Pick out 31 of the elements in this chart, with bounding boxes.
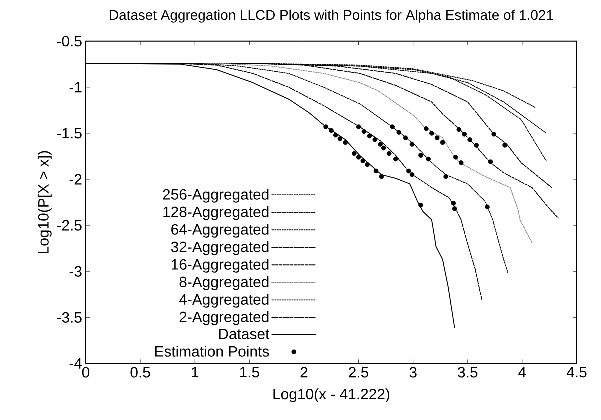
y-tick-label: -0.5 bbox=[57, 36, 82, 47]
x-tick-label: 2.5 bbox=[349, 367, 369, 378]
legend-label: 8-Aggregated bbox=[180, 276, 269, 290]
legend-label: 16-Aggregated bbox=[172, 258, 269, 273]
y-tick-label: -1 bbox=[70, 82, 82, 93]
y-tick-label: -3 bbox=[70, 266, 82, 277]
legend-label: 2-Aggregated bbox=[180, 311, 269, 326]
y-tick-label: -4 bbox=[70, 358, 82, 369]
legend-label: 32-Aggregated bbox=[171, 241, 269, 256]
legend-label: 4-Aggregated bbox=[179, 294, 269, 308]
y-tick-label: -2 bbox=[70, 174, 82, 185]
x-tick-label: 4.5 bbox=[566, 367, 587, 378]
x-tick-label: 3 bbox=[410, 367, 417, 378]
legend-label: 128-Aggregated bbox=[164, 206, 269, 220]
y-axis-title: Log10(P[X > x]) bbox=[38, 151, 52, 254]
y-tick-label: -1.5 bbox=[57, 128, 82, 139]
x-tick-label: 0.5 bbox=[130, 367, 150, 378]
x-tick-label: 1.5 bbox=[240, 367, 260, 378]
legend-label: 256-Aggregated bbox=[163, 188, 269, 203]
x-tick-label: 4 bbox=[518, 367, 526, 378]
x-tick-label: 1 bbox=[192, 367, 199, 378]
y-tick-label: -3.5 bbox=[57, 312, 82, 323]
legend-label: Estimation Points bbox=[155, 346, 270, 357]
legend-label: Dataset bbox=[219, 329, 270, 340]
x-tick-label: 2 bbox=[300, 367, 308, 378]
legend-label: 64-Aggregated bbox=[172, 224, 269, 238]
x-tick-label: 0 bbox=[82, 367, 90, 378]
x-tick-label: 3.5 bbox=[458, 367, 478, 378]
x-axis-title: Log10(x - 41.222) bbox=[274, 388, 390, 403]
chart-title: Dataset Aggregation LLCD Plots with Points for Alpha Estimate of 1.021 bbox=[110, 10, 554, 23]
y-tick-label: -2.5 bbox=[57, 220, 82, 231]
